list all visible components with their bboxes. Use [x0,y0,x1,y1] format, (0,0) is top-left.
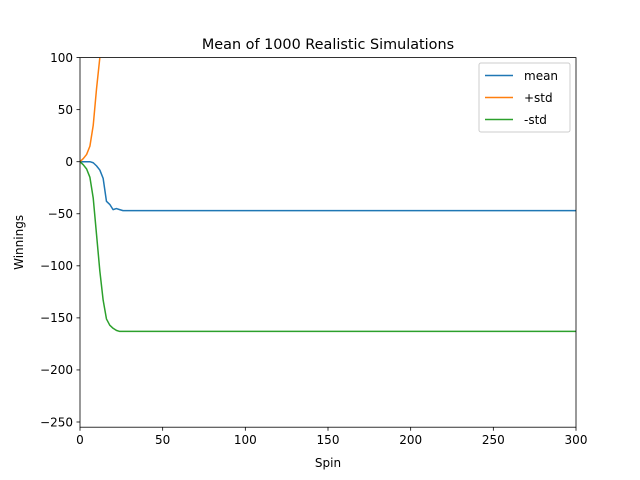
series-line-1 [80,57,101,163]
x-tick-label: 200 [399,433,422,447]
y-tick-label: −100 [40,259,73,273]
x-axis-ticks: 0 50 100 150 200 250 300 [76,427,587,447]
y-axis-ticks: 100 50 0 −50 −100 −150 −200 −250 [40,51,80,429]
x-tick-label: 100 [234,433,257,447]
chart-title: Mean of 1000 Realistic Simulations [202,37,454,53]
y-axis-label: Winnings [12,215,26,270]
series-layer [80,57,576,333]
y-tick-label: −150 [40,311,73,325]
y-tick-label: −50 [48,207,73,221]
y-tick-label: 100 [50,51,73,65]
legend-label: -std [524,113,547,127]
legend-label: +std [524,91,553,105]
legend: mean +std -std [478,62,571,133]
series-line-0 [80,160,576,212]
plot-frame [79,57,577,428]
x-tick-label: 0 [76,433,84,447]
x-tick-label: 300 [565,433,588,447]
y-tick-label: 50 [58,103,73,117]
y-tick-label: 0 [65,155,73,169]
x-tick-label: 50 [155,433,170,447]
series-line-2 [80,160,576,333]
legend-box [478,62,571,133]
legend-label: mean [524,69,558,83]
x-tick-label: 250 [482,433,505,447]
y-tick-label: −200 [40,363,73,377]
y-tick-label: −250 [40,415,73,429]
x-axis-label: Spin [315,456,341,470]
x-tick-label: 150 [317,433,340,447]
